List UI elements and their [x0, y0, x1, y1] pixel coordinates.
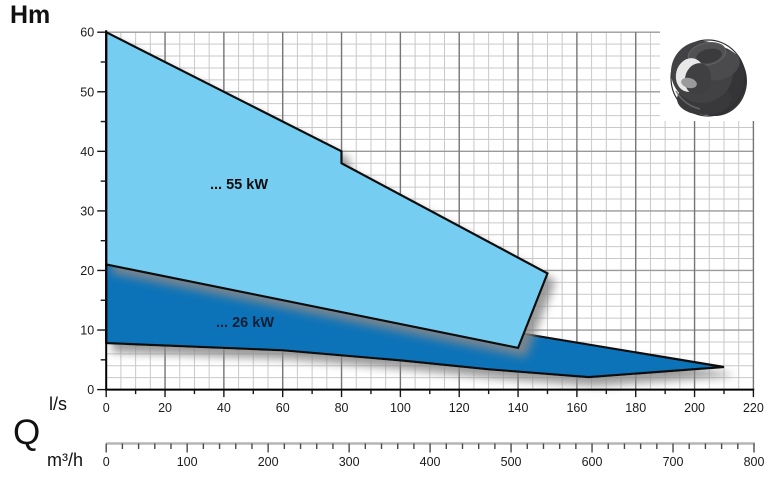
y-tick-label: 50	[80, 85, 94, 99]
ls-tick-label: 140	[508, 401, 529, 415]
m3h-tick-label: 400	[420, 455, 441, 469]
ls-tick-label: 100	[390, 401, 411, 415]
impeller-outline	[670, 39, 746, 117]
y-tick-label: 20	[80, 264, 94, 278]
y-tick-label: 0	[87, 383, 94, 397]
m3h-tick-label: 600	[582, 455, 603, 469]
ls-tick-label: 40	[217, 401, 231, 415]
ls-tick-label: 0	[103, 401, 110, 415]
y-tick-label: 30	[80, 204, 94, 218]
impeller-highlight-arc	[675, 90, 701, 110]
m3h-tick-label: 300	[339, 455, 360, 469]
m3h-unit-label: m³/h	[47, 450, 83, 470]
ls-tick-label: 180	[625, 401, 646, 415]
m3h-tick-label: 0	[103, 455, 110, 469]
ls-unit-label: l/s	[49, 394, 67, 414]
ls-tick-label: 20	[158, 401, 172, 415]
y-tick-label: 10	[80, 324, 94, 338]
m3h-tick-label: 100	[177, 455, 198, 469]
m3h-tick-label: 500	[501, 455, 522, 469]
ls-tick-label: 60	[276, 401, 290, 415]
impeller-collar-hole	[696, 48, 722, 64]
m3h-tick-label: 800	[744, 455, 765, 469]
region-label-26kw: ... 26 kW	[216, 315, 274, 331]
m3h-tick-label: 200	[258, 455, 279, 469]
y-tick-label: 60	[80, 26, 94, 40]
power-regions	[105, 30, 725, 379]
y-axis-unit-label: Hm	[10, 1, 50, 29]
y-tick-label: 40	[80, 145, 94, 159]
ls-tick-label: 120	[449, 401, 470, 415]
ls-tick-label: 160	[566, 401, 587, 415]
ls-tick-label: 80	[335, 401, 349, 415]
ls-tick-label: 200	[684, 401, 705, 415]
region-label-55kw: ... 55 kW	[210, 177, 268, 193]
impeller-photo	[660, 29, 757, 121]
flow-symbol-label: Q	[13, 413, 40, 452]
m3h-tick-label: 700	[663, 455, 684, 469]
impeller-eye-lip	[681, 77, 697, 89]
ls-tick-label: 220	[743, 401, 764, 415]
